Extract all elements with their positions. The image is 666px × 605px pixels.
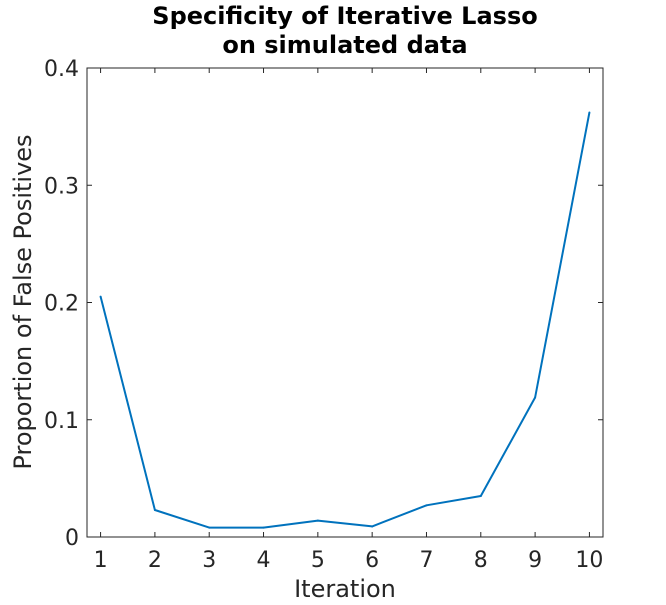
x-tick-label: 3: [202, 548, 216, 573]
x-tick-label: 1: [94, 548, 108, 573]
x-tick-label: 2: [148, 548, 162, 573]
data-point: [262, 526, 265, 529]
chart-title-line-2: on simulated data: [222, 31, 467, 59]
y-tick-label: 0.1: [44, 409, 79, 434]
data-point: [316, 519, 319, 522]
x-tick-label: 5: [311, 548, 325, 573]
data-point: [425, 504, 428, 507]
x-tick-label: 7: [419, 548, 433, 573]
x-tick-label: 6: [365, 548, 379, 573]
data-point: [371, 525, 374, 528]
x-tick-label: 9: [528, 548, 542, 573]
y-tick-label: 0.3: [44, 174, 79, 199]
y-axis-label: Proportion of False Positives: [9, 134, 37, 469]
chart-title-line-1: Specificity of Iterative Lasso: [152, 2, 537, 30]
y-tick-label: 0.4: [44, 57, 79, 82]
x-axis-label: Iteration: [294, 575, 396, 603]
data-point: [588, 111, 591, 114]
x-tick-label: 10: [575, 548, 603, 573]
series-line: [99, 112, 591, 529]
data-point: [153, 509, 156, 512]
plot-area: 0 0.1 0.2 0.3 0.4 1 2 3 4 5 6 7 8 9 10: [44, 57, 604, 573]
y-tick-label: 0.2: [44, 292, 79, 317]
x-tick-label: 8: [474, 548, 488, 573]
data-point: [208, 526, 211, 529]
axes-box: [86, 67, 604, 538]
y-tick-label: 0: [65, 526, 79, 551]
data-point: [534, 396, 537, 399]
data-point: [99, 295, 102, 298]
data-point: [479, 494, 482, 497]
x-tick-label: 4: [257, 548, 271, 573]
